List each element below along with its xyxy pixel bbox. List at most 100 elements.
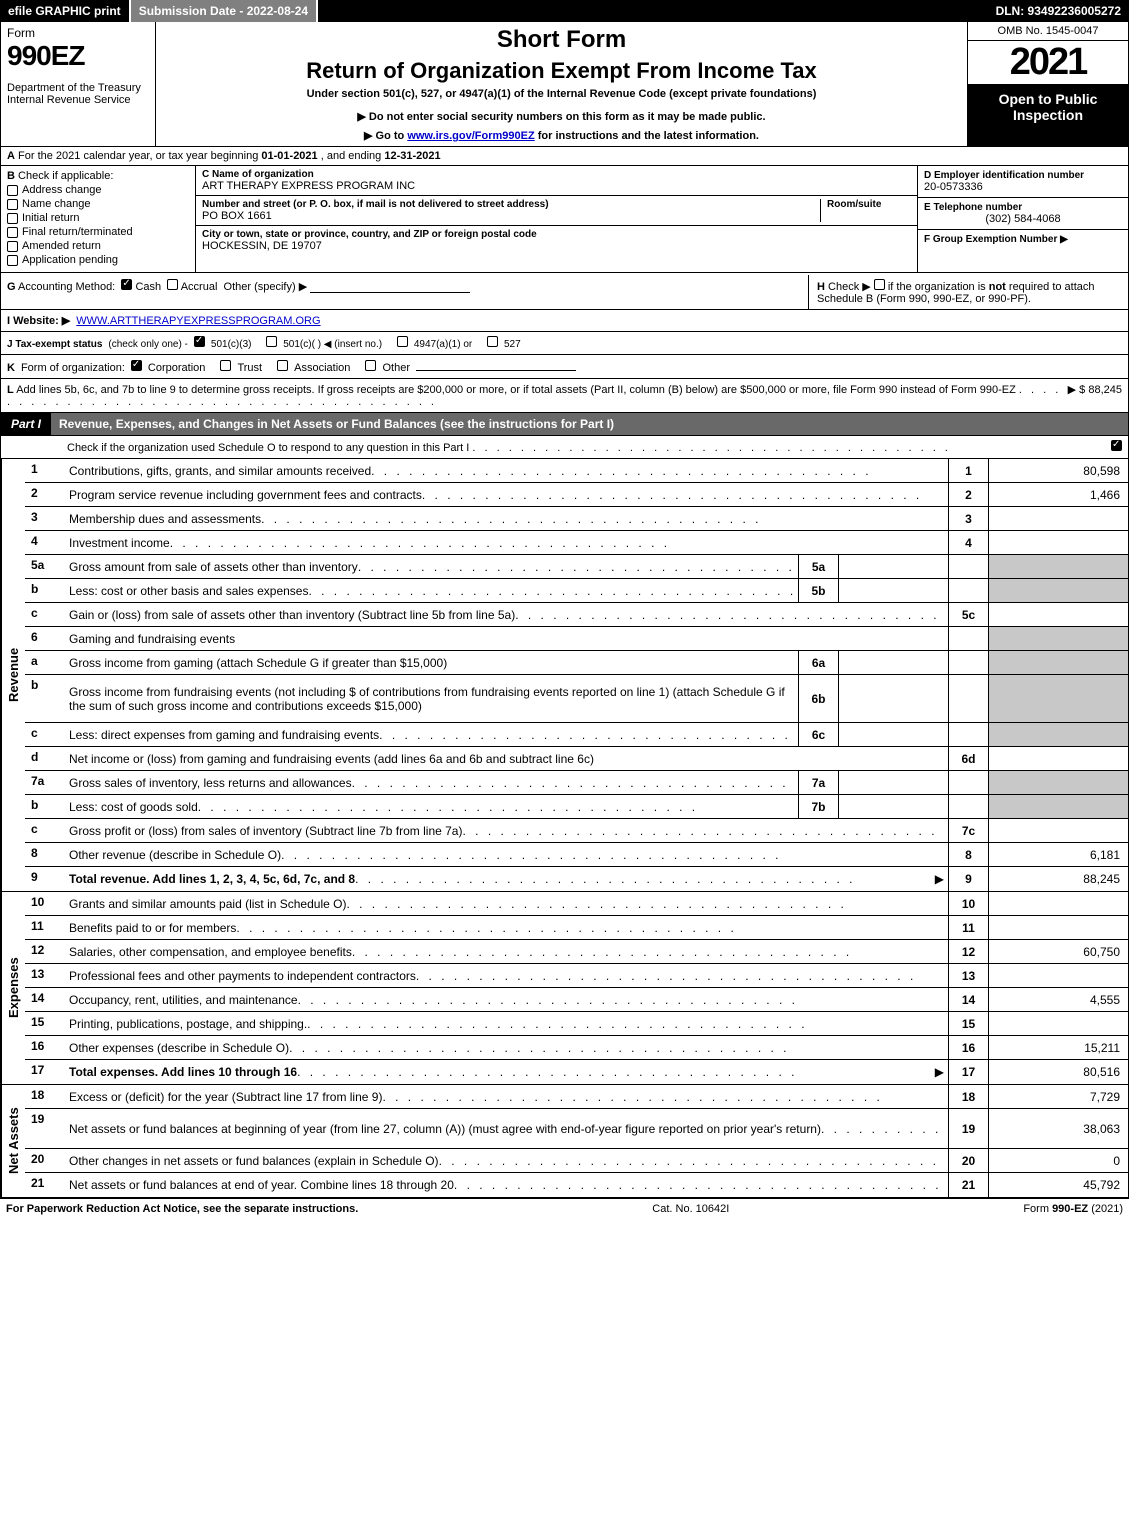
submission-date: Submission Date - 2022-08-24 xyxy=(131,0,318,22)
chk-501c3[interactable] xyxy=(194,336,205,347)
chk-cash[interactable] xyxy=(121,279,132,290)
chk-other-org[interactable] xyxy=(365,360,376,371)
line-8-num: 8 xyxy=(25,843,65,866)
efile-print[interactable]: efile GRAPHIC print xyxy=(0,0,131,22)
chk-schedule-b[interactable] xyxy=(874,279,885,290)
irs-form-link[interactable]: www.irs.gov/Form990EZ xyxy=(407,130,534,142)
line-1-col: 1 xyxy=(948,459,988,482)
row-l-gross-receipts: L Add lines 5b, 6c, and 7b to line 9 to … xyxy=(0,379,1129,413)
lbl-cash: Cash xyxy=(135,281,161,293)
line-14-col: 14 xyxy=(948,988,988,1011)
line-5a-num: 5a xyxy=(25,555,65,578)
line-5a-mv xyxy=(838,555,948,578)
col-b-heading: Check if applicable: xyxy=(18,170,113,182)
netassets-side-label: Net Assets xyxy=(1,1085,25,1197)
line-5c-desc: Gain or (loss) from sale of assets other… xyxy=(69,608,515,622)
line-12-val: 60,750 xyxy=(988,940,1128,963)
line-9-col: 9 xyxy=(948,867,988,891)
line-5b-desc: Less: cost or other basis and sales expe… xyxy=(69,584,308,598)
line-18-num: 18 xyxy=(25,1085,65,1108)
line-16-val: 15,211 xyxy=(988,1036,1128,1059)
other-specify-blank[interactable] xyxy=(310,281,470,293)
line-21-val: 45,792 xyxy=(988,1173,1128,1197)
chk-name-change[interactable] xyxy=(7,199,18,210)
line-21-desc: Net assets or fund balances at end of ye… xyxy=(69,1178,454,1192)
other-org-blank[interactable] xyxy=(416,359,576,371)
chk-4947[interactable] xyxy=(397,336,408,347)
street-label: Number and street (or P. O. box, if mail… xyxy=(202,199,814,210)
col-b-checkboxes: B Check if applicable: Address change Na… xyxy=(1,166,196,272)
lbl-527: 527 xyxy=(504,339,521,350)
line-8-val: 6,181 xyxy=(988,843,1128,866)
chk-address-change[interactable] xyxy=(7,185,18,196)
footer-right: Form 990-EZ (2021) xyxy=(1023,1203,1123,1215)
line-18-col: 18 xyxy=(948,1085,988,1108)
lbl-other-specify: Other (specify) ▶ xyxy=(224,281,308,293)
line-16-num: 16 xyxy=(25,1036,65,1059)
line-7a-val xyxy=(988,771,1128,794)
chk-501c[interactable] xyxy=(266,336,277,347)
chk-schedule-o-part1[interactable] xyxy=(1111,440,1122,451)
line-7b-col xyxy=(948,795,988,818)
lbl-trust: Trust xyxy=(237,362,262,374)
accounting-method-label: Accounting Method: xyxy=(18,281,115,293)
lbl-corporation: Corporation xyxy=(148,362,205,374)
line-5b-val xyxy=(988,579,1128,602)
line-6c-mv xyxy=(838,723,948,746)
h-text2: if the organization is xyxy=(888,281,989,293)
chk-527[interactable] xyxy=(487,336,498,347)
lbl-name-change: Name change xyxy=(22,198,91,210)
part1-check-text: Check if the organization used Schedule … xyxy=(67,442,469,454)
line-6b-num: b xyxy=(25,675,65,722)
lbl-address-change: Address change xyxy=(22,184,102,196)
line-5b-num: b xyxy=(25,579,65,602)
line-2-num: 2 xyxy=(25,483,65,506)
line-4-num: 4 xyxy=(25,531,65,554)
chk-association[interactable] xyxy=(277,360,288,371)
line-7c-col: 7c xyxy=(948,819,988,842)
line-3-col: 3 xyxy=(948,507,988,530)
line-2-val: 1,466 xyxy=(988,483,1128,506)
chk-amended-return[interactable] xyxy=(7,241,18,252)
line-11-desc: Benefits paid to or for members xyxy=(69,921,236,935)
label-k: K xyxy=(7,362,15,374)
line-14-val: 4,555 xyxy=(988,988,1128,1011)
city-value: HOCKESSIN, DE 19707 xyxy=(202,240,911,252)
tax-year-begin: 01-01-2021 xyxy=(261,150,317,162)
line-6b-val xyxy=(988,675,1128,722)
form-number: 990EZ xyxy=(7,40,149,72)
ssn-warning: ▶ Do not enter social security numbers o… xyxy=(166,110,957,123)
row-a-prefix: For the 2021 calendar year, or tax year … xyxy=(18,150,261,162)
form-title: Return of Organization Exempt From Incom… xyxy=(166,58,957,84)
line-19-desc: Net assets or fund balances at beginning… xyxy=(69,1122,821,1136)
group-exemption-label: F Group Exemption Number ▶ xyxy=(924,234,1122,245)
dln: DLN: 93492236005272 xyxy=(988,4,1129,18)
line-13-val xyxy=(988,964,1128,987)
org-name: ART THERAPY EXPRESS PROGRAM INC xyxy=(202,180,911,192)
line-10-desc: Grants and similar amounts paid (list in… xyxy=(69,897,346,911)
line-8-col: 8 xyxy=(948,843,988,866)
page-footer: For Paperwork Reduction Act Notice, see … xyxy=(0,1198,1129,1219)
chk-initial-return[interactable] xyxy=(7,213,18,224)
expenses-side-label: Expenses xyxy=(1,892,25,1084)
chk-final-return[interactable] xyxy=(7,227,18,238)
chk-corporation[interactable] xyxy=(131,360,142,371)
tax-year: 2021 xyxy=(968,41,1128,85)
line-5a-desc: Gross amount from sale of assets other t… xyxy=(69,560,358,574)
line-12-num: 12 xyxy=(25,940,65,963)
ein-label: D Employer identification number xyxy=(924,170,1122,181)
line-6a-mc: 6a xyxy=(798,651,838,674)
form-header: Form 990EZ Department of the Treasury In… xyxy=(0,22,1129,147)
website-link[interactable]: WWW.ARTTHERAPYEXPRESSPROGRAM.ORG xyxy=(76,315,320,327)
chk-trust[interactable] xyxy=(220,360,231,371)
top-bar: efile GRAPHIC print Submission Date - 20… xyxy=(0,0,1129,22)
line-6c-mc: 6c xyxy=(798,723,838,746)
chk-application-pending[interactable] xyxy=(7,255,18,266)
phone-value: (302) 584-4068 xyxy=(924,213,1122,225)
line-20-desc: Other changes in net assets or fund bala… xyxy=(69,1154,439,1168)
line-4-col: 4 xyxy=(948,531,988,554)
part1-check-row: Check if the organization used Schedule … xyxy=(0,436,1129,459)
line-3-val xyxy=(988,507,1128,530)
chk-accrual[interactable] xyxy=(167,279,178,290)
part1-header: Part I Revenue, Expenses, and Changes in… xyxy=(0,413,1129,436)
